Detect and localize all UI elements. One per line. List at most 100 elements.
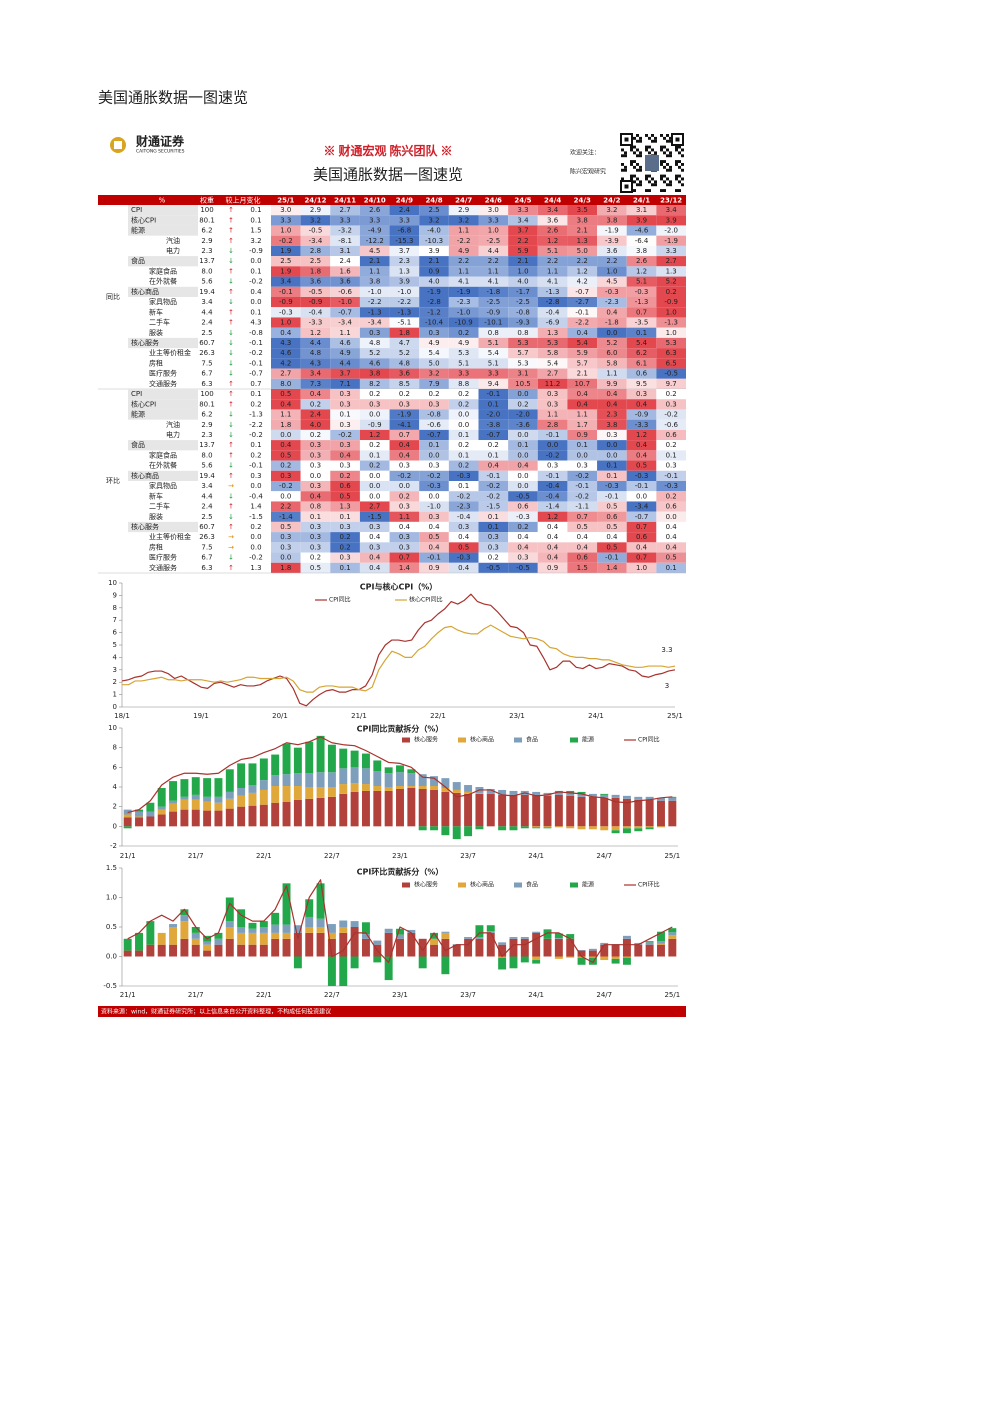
cell-value: 1.2 [369, 431, 380, 439]
bar-segment [645, 826, 654, 828]
x-tick-label: 24/7 [596, 991, 612, 999]
row-weight: 26.3 [199, 533, 215, 541]
cell-value: -1.4 [279, 513, 293, 521]
month-header: 24/9 [396, 197, 413, 205]
cell-value: -4.1 [398, 421, 412, 429]
x-tick-label: 23/1 [392, 852, 408, 860]
qr-module [663, 160, 666, 163]
heat-cell [626, 511, 657, 522]
bar-segment [554, 794, 563, 827]
row-weight: 7.5 [201, 543, 212, 551]
qr-module [675, 174, 678, 178]
cell-value: 2.7 [666, 257, 677, 265]
cell-value: 0.4 [577, 400, 589, 408]
bar-segment [135, 809, 143, 812]
heat-cell [359, 266, 390, 277]
cell-value: 0.4 [606, 308, 618, 316]
qr-module [639, 168, 642, 172]
cell-value: -1.5 [486, 503, 500, 511]
bar-segment [543, 929, 552, 939]
heat-cell [448, 419, 479, 430]
bar-segment [361, 938, 370, 957]
row-weight: 2.4 [201, 503, 213, 511]
heat-cell [626, 440, 657, 451]
heat-cell [597, 521, 627, 533]
heat-cell [389, 286, 420, 297]
row-change: 0.3 [250, 472, 261, 480]
heat-cell [567, 552, 598, 563]
heat-cell [389, 562, 420, 573]
cell-value: 0.3 [310, 543, 321, 551]
row-name: 能源 [131, 410, 145, 419]
heat-cell [656, 266, 686, 277]
bar-segment [430, 944, 439, 957]
qr-module [633, 165, 636, 169]
row-change: 0.2 [250, 400, 261, 408]
bar-segment [157, 806, 166, 810]
heat-cell [330, 317, 360, 328]
cell-value: 5.7 [577, 359, 588, 367]
cell-value: 3.2 [428, 216, 439, 224]
bar-segment [373, 940, 382, 945]
heat-cell [271, 225, 301, 236]
bar-segment [293, 799, 302, 827]
legend-label: CPI同比 [638, 736, 660, 744]
heat-cell [478, 491, 509, 502]
cell-value: 3.0 [280, 206, 291, 214]
cell-value: -0.2 [575, 492, 589, 500]
heat-cell [419, 205, 449, 216]
heat-cell [300, 205, 331, 216]
qr-module [675, 189, 678, 192]
bar-segment [577, 950, 586, 957]
bar-segment [657, 826, 665, 828]
x-tick-label: 22/1 [256, 852, 272, 860]
row-change: 0.2 [250, 523, 261, 531]
page-title: 美国通胀数据一图速览 [98, 89, 248, 106]
cell-value: -0.6 [664, 421, 678, 429]
bar-segment [169, 811, 178, 827]
bar-segment [520, 938, 529, 957]
row-name: 核心服务 [131, 522, 159, 531]
cell-value: 0.4 [636, 400, 648, 408]
heat-cell [537, 481, 568, 492]
heat-cell [330, 276, 360, 287]
qr-module [630, 160, 633, 163]
row-change: 0.0 [250, 482, 261, 490]
heat-cell [567, 256, 598, 267]
cell-value: 2.2 [577, 257, 588, 265]
heat-cell [389, 337, 420, 349]
cell-value: 3.9 [666, 216, 677, 224]
heat-cell [537, 542, 568, 553]
heat-cell [508, 245, 538, 257]
heat-cell [300, 286, 331, 297]
bar-segment [498, 794, 507, 827]
cell-value: -2.2 [575, 319, 589, 327]
heat-cell [419, 215, 449, 226]
bar-segment [123, 817, 132, 827]
qr-module [636, 183, 639, 187]
bar-segment [214, 938, 223, 945]
cell-value: -10.3 [425, 237, 443, 245]
legend-swatch [570, 737, 578, 743]
heat-cell [508, 429, 538, 441]
cell-value: 0.2 [458, 390, 469, 398]
cell-value: 2.2 [280, 503, 291, 511]
heat-cell [419, 266, 449, 277]
heat-cell [330, 491, 360, 502]
bar-segment [225, 921, 234, 927]
heat-cell [300, 256, 331, 267]
heat-cell [597, 245, 627, 257]
heat-cell [359, 562, 390, 573]
cell-value: 0.4 [577, 543, 589, 551]
cell-value: -1.3 [398, 308, 412, 316]
bar-segment [169, 803, 178, 812]
bar-segment [554, 938, 563, 957]
heat-cell [419, 399, 449, 410]
bar-segment [361, 753, 370, 769]
cell-value: 2.1 [577, 227, 588, 235]
cell-value: 3.6 [310, 278, 322, 286]
cell-value: -0.1 [575, 308, 589, 316]
qr-module [660, 177, 663, 181]
cell-value: 0.1 [428, 441, 439, 449]
cell-value: 0.3 [280, 543, 291, 551]
